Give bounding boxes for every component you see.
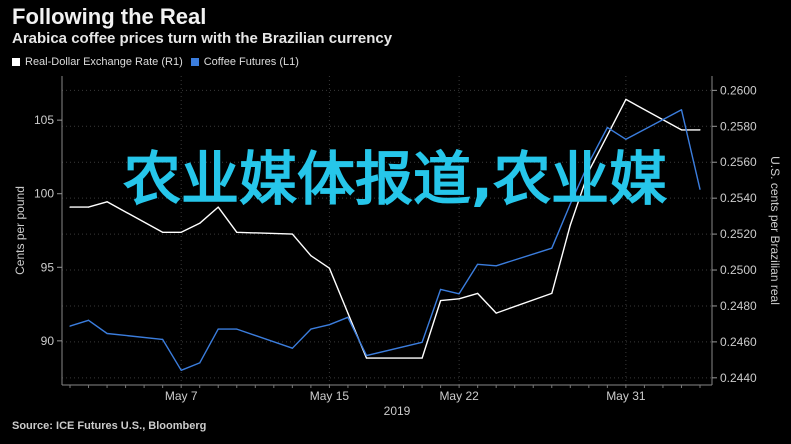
series-point-coffee <box>310 328 312 330</box>
series-point-real <box>217 206 219 208</box>
series-point-coffee <box>495 265 497 267</box>
series-point-real <box>680 129 683 131</box>
legend-item-real: Real-Dollar Exchange Rate (R1) <box>12 56 183 68</box>
left-tick-label: 100 <box>34 187 54 201</box>
chart-legend: Real-Dollar Exchange Rate (R1) Coffee Fu… <box>12 56 307 68</box>
series-point-real <box>569 224 571 226</box>
left-tick-label: 105 <box>34 113 54 127</box>
series-point-real <box>606 134 608 136</box>
series-point-real <box>106 201 108 203</box>
series-point-real <box>439 299 442 302</box>
series-point-real <box>699 129 701 131</box>
series-point-coffee <box>588 162 590 164</box>
legend-swatch-coffee <box>190 58 199 66</box>
series-point-coffee <box>328 324 331 326</box>
series-point-coffee <box>217 328 219 330</box>
x-tick-label: May 15 <box>310 389 350 403</box>
series-point-coffee <box>199 362 201 364</box>
series-point-coffee <box>699 188 701 190</box>
overlay-watermark-text: 农业媒体报道,农业媒 <box>122 145 668 213</box>
left-axis-title: Cents per pound <box>13 186 27 275</box>
right-tick-label: 0.2440 <box>720 371 757 385</box>
right-tick-label: 0.2580 <box>720 119 757 133</box>
series-point-coffee <box>569 203 571 205</box>
series-point-coffee <box>106 332 108 335</box>
right-tick-label: 0.2460 <box>720 335 757 349</box>
series-point-real <box>291 233 293 235</box>
right-tick-label: 0.2560 <box>720 155 757 169</box>
series-point-real <box>236 231 238 233</box>
series-point-real <box>180 231 182 233</box>
series-point-coffee <box>69 325 71 327</box>
legend-label-real: Real-Dollar Exchange Rate (R1) <box>25 56 183 68</box>
series-point-coffee <box>87 319 90 321</box>
chart-subtitle: Arabica coffee prices turn with the Braz… <box>12 30 393 47</box>
series-point-coffee <box>421 341 423 343</box>
series-point-coffee <box>180 369 182 371</box>
series-point-real <box>199 222 201 224</box>
x-axis-label: 2019 <box>384 404 411 418</box>
series-point-coffee <box>680 109 683 111</box>
series-point-real <box>310 255 312 257</box>
series-point-real <box>365 357 368 359</box>
series-point-real <box>458 298 460 300</box>
series-point-coffee <box>551 247 553 249</box>
right-tick-label: 0.2480 <box>720 299 757 313</box>
left-tick-label: 95 <box>41 260 55 274</box>
right-tick-label: 0.2600 <box>720 83 757 97</box>
series-point-real <box>588 170 590 172</box>
series-point-real <box>162 231 164 233</box>
series-point-real <box>625 98 627 100</box>
series-line-real <box>70 98 700 359</box>
left-tick-label: 90 <box>41 334 55 348</box>
legend-label-coffee: Coffee Futures (L1) <box>203 56 299 68</box>
series-point-real <box>421 357 423 359</box>
series-point-coffee <box>477 263 479 265</box>
series-point-coffee <box>347 316 349 318</box>
series-point-real <box>69 206 71 208</box>
legend-item-coffee: Coffee Futures (L1) <box>190 56 299 68</box>
x-tick-label: May 22 <box>439 389 479 403</box>
series-point-coffee <box>236 328 238 330</box>
series-point-coffee <box>162 338 164 340</box>
source-note: Source: ICE Futures U.S., Bloomberg <box>12 420 207 432</box>
series-point-coffee <box>439 288 442 290</box>
series-point-coffee <box>606 126 608 129</box>
series-point-real <box>551 292 553 294</box>
right-tick-label: 0.2520 <box>720 227 757 241</box>
series-point-real <box>495 312 497 314</box>
x-tick-label: May 7 <box>165 389 198 403</box>
chart-title: Following the Real <box>12 4 207 29</box>
right-tick-label: 0.2500 <box>720 263 757 277</box>
legend-swatch-real <box>12 58 20 66</box>
series-point-real <box>87 206 90 208</box>
series-point-real <box>347 312 349 314</box>
series-point-coffee <box>458 293 460 295</box>
series-point-coffee <box>365 354 368 357</box>
series-point-coffee <box>625 138 627 140</box>
x-tick-label: May 31 <box>606 389 646 403</box>
right-tick-label: 0.2540 <box>720 191 757 205</box>
series-point-real <box>328 267 331 269</box>
series-point-real <box>477 292 479 294</box>
series-point-coffee <box>291 347 293 349</box>
right-axis-title: U.S. cents per Brazilian real <box>768 156 782 305</box>
